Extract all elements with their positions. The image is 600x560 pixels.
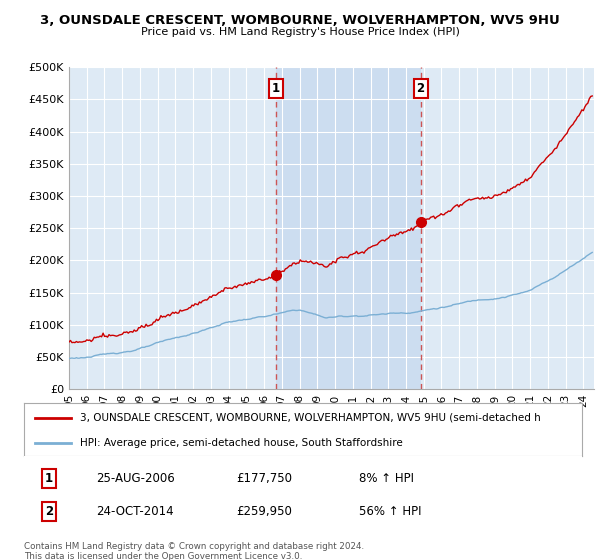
- Text: £259,950: £259,950: [236, 505, 292, 518]
- Text: 56% ↑ HPI: 56% ↑ HPI: [359, 505, 421, 518]
- Text: HPI: Average price, semi-detached house, South Staffordshire: HPI: Average price, semi-detached house,…: [80, 438, 403, 448]
- Text: Price paid vs. HM Land Registry's House Price Index (HPI): Price paid vs. HM Land Registry's House …: [140, 27, 460, 37]
- Text: £177,750: £177,750: [236, 472, 292, 485]
- Text: Contains HM Land Registry data © Crown copyright and database right 2024.
This d: Contains HM Land Registry data © Crown c…: [24, 542, 364, 560]
- Text: 2: 2: [416, 82, 425, 95]
- Bar: [275, 67, 421, 389]
- Text: 3, OUNSDALE CRESCENT, WOMBOURNE, WOLVERHAMPTON, WV5 9HU (semi-detached h: 3, OUNSDALE CRESCENT, WOMBOURNE, WOLVERH…: [80, 413, 541, 423]
- Text: 2: 2: [45, 505, 53, 518]
- Text: 8% ↑ HPI: 8% ↑ HPI: [359, 472, 414, 485]
- Text: 25-AUG-2006: 25-AUG-2006: [97, 472, 175, 485]
- Text: 3, OUNSDALE CRESCENT, WOMBOURNE, WOLVERHAMPTON, WV5 9HU: 3, OUNSDALE CRESCENT, WOMBOURNE, WOLVERH…: [40, 14, 560, 27]
- Text: 24-OCT-2014: 24-OCT-2014: [97, 505, 174, 518]
- Text: 1: 1: [45, 472, 53, 485]
- Text: 1: 1: [272, 82, 280, 95]
